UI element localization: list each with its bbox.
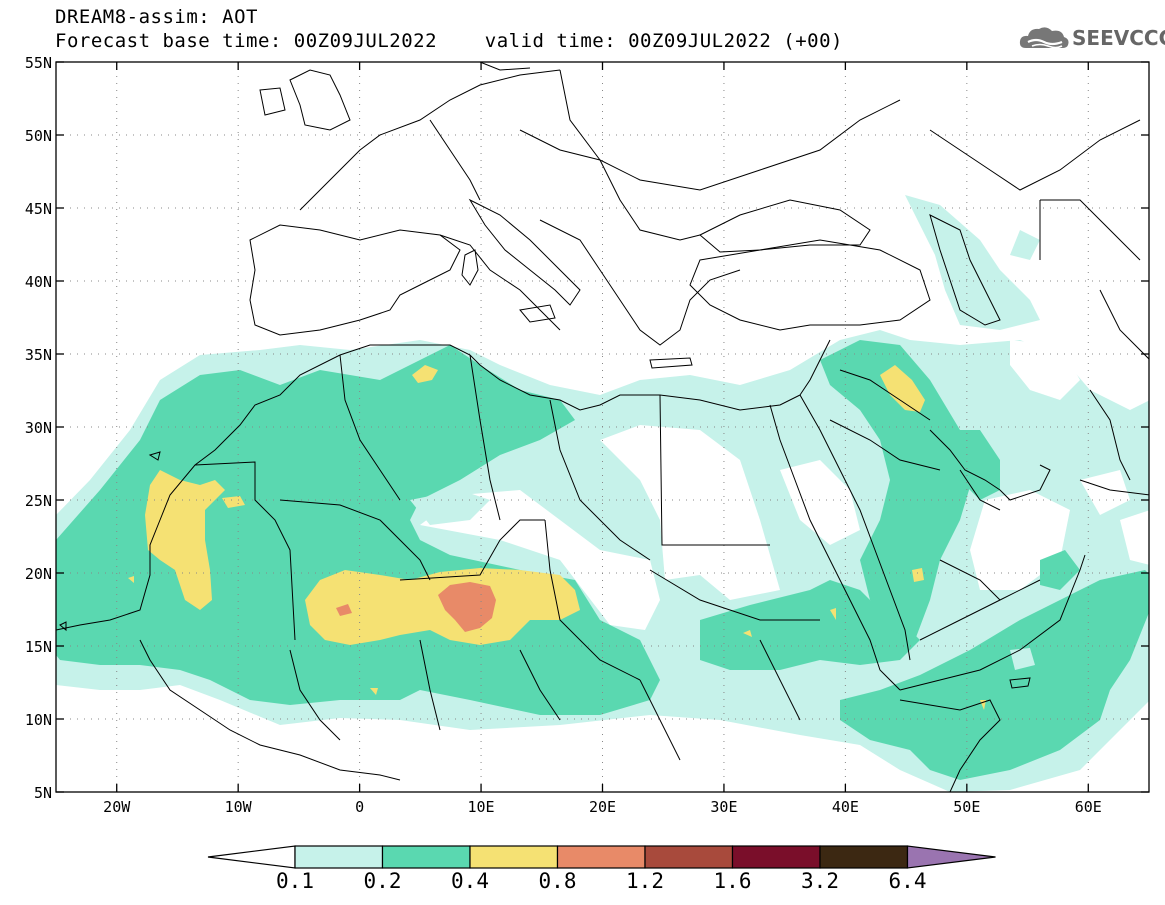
lat-label: 15N [25,638,52,656]
lon-label: 10W [225,798,253,816]
longitude-labels: 20W 10W 0 10E 20E 30E 40E 50E 60E [103,798,1102,816]
lon-label: 20E [589,798,616,816]
colorbar-level-label: 1.6 [714,869,752,893]
colorbar-level-label: 0.2 [364,869,402,893]
lat-label: 25N [25,492,52,510]
colorbar-level-label: 3.2 [801,869,839,893]
seevccc-logo: SEEVCCC [1018,24,1165,52]
colorbar-low-arrow [207,845,296,869]
lat-label: 50N [25,127,52,145]
lat-label: 35N [25,346,52,364]
coastlines-borders [56,62,1149,792]
colorbar: 0.1 0.2 0.4 0.8 1.2 1.6 3.2 6.4 [207,845,996,893]
lon-label: 20W [103,798,131,816]
aot-fields [56,195,1149,792]
lat-label: 5N [34,784,52,802]
axis-ticks [56,61,1149,793]
cloud-icon [1019,27,1069,49]
colorbar-swatch [644,845,734,869]
colorbar-high-arrow [906,845,996,869]
colorbar-level-label: 0.8 [539,869,577,893]
lat-label: 30N [25,419,52,437]
aot-low-areas [410,490,1035,670]
lon-label: 60E [1075,798,1102,816]
lon-label: 30E [710,798,737,816]
lat-label: 40N [25,273,52,291]
lat-label: 55N [25,54,52,72]
colorbar-swatch [294,845,384,869]
lon-label: 50E [953,798,980,816]
latitude-labels: 55N 50N 45N 40N 35N 30N 25N 20N 15N 10N 5N [25,54,52,802]
colorbar-swatch [556,845,646,869]
colorbar-swatch [819,845,909,869]
colorbar-swatch [381,845,471,869]
lat-label: 20N [25,565,52,583]
colorbar-swatch [731,845,821,869]
colorbar-level-label: 1.2 [626,869,664,893]
lon-label: 10E [468,798,495,816]
colorbar-level-label: 0.1 [276,869,314,893]
lat-label: 10N [25,711,52,729]
logo-text: SEEVCCC [1072,26,1165,50]
map-title: DREAM8-assim: AOT [55,6,258,28]
lon-label: 0 [355,798,364,816]
map-subtitle: Forecast base time: 00Z09JUL2022 valid t… [55,30,843,52]
colorbar-level-label: 0.4 [451,869,489,893]
lon-label: 40E [832,798,859,816]
aot-contour-0.4 [128,365,986,710]
colorbar-level-label: 6.4 [889,869,927,893]
colorbar-swatch [469,845,559,869]
lat-label: 45N [25,200,52,218]
